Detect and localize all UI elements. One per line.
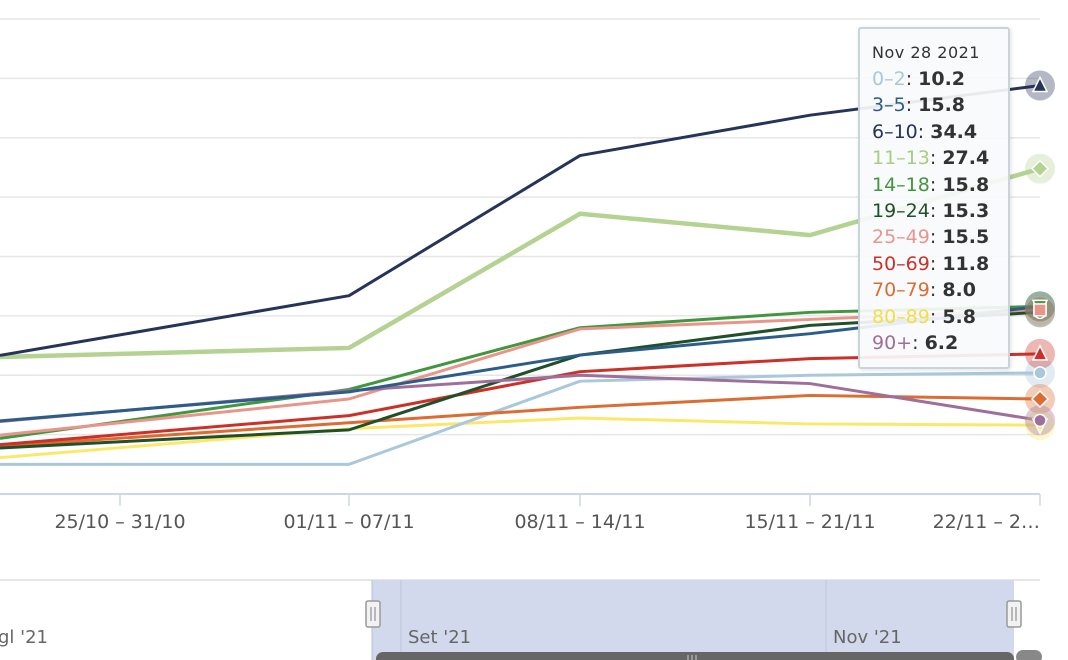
x-tick-label: 01/11 – 07/11 xyxy=(283,511,414,533)
series-line-80–89[interactable] xyxy=(0,416,1041,460)
tooltip-series-label: 0–2 xyxy=(872,68,906,90)
point-marker-0–2[interactable] xyxy=(1033,366,1047,380)
tooltip-series-label: 70–79 xyxy=(872,279,930,302)
tooltip-series-value: 34.4 xyxy=(930,120,978,143)
tooltip-row: 3–5: 15.8 xyxy=(872,94,966,117)
tooltip-series-value: 10.2 xyxy=(918,68,966,90)
navigator-selected-range[interactable] xyxy=(372,580,1014,660)
tooltip-series-label: 25–49 xyxy=(872,226,930,249)
point-marker-6–10[interactable] xyxy=(1031,75,1049,93)
tooltip-series-label: 90+ xyxy=(872,332,913,355)
tooltip-row: 90+: 6.2 xyxy=(872,332,959,355)
series-line-25–49[interactable] xyxy=(0,308,1041,437)
tooltip-row: 70–79: 8.0 xyxy=(872,279,976,302)
tooltip-series-label: 50–69 xyxy=(872,252,930,275)
x-axis-ticks: 25/10 – 31/10 01/11 – 07/11 08/11 – 14/11 1… xyxy=(54,494,1041,533)
series-line-0–2[interactable] xyxy=(0,371,1041,466)
tooltip-row: 19–24: 15.3 xyxy=(872,200,990,223)
scrollbar-right-button[interactable] xyxy=(1016,650,1042,660)
navigator-left-handle[interactable] xyxy=(365,600,381,628)
tooltip-row: 14–18: 15.8 xyxy=(872,173,990,196)
tooltip-series-label: 3–5 xyxy=(872,94,906,117)
tooltip-date: Nov 28 2021 xyxy=(872,43,980,62)
scrollbar-thumb[interactable] xyxy=(376,652,1014,660)
tooltip-series-value: 15.3 xyxy=(942,200,990,223)
tooltip-series-value: 6.2 xyxy=(924,332,959,355)
point-marker-50–69[interactable] xyxy=(1031,344,1049,361)
navigator[interactable]: gl '21 Set '21 Nov '21 xyxy=(0,579,1042,660)
point-marker-11–13[interactable] xyxy=(1030,159,1050,178)
x-tick-label: 22/11 – 2… xyxy=(933,511,1040,533)
series-markers xyxy=(1025,70,1055,441)
navigator-right-handle[interactable] xyxy=(1006,600,1022,628)
tooltip: Nov 28 2021 0–2: 10.2 3–5: 15.8 6–10: 34.4… xyxy=(858,27,1010,369)
gridlines xyxy=(0,18,1040,436)
x-tick-label: 15/11 – 21/11 xyxy=(744,511,875,533)
tooltip-series-value: 15.5 xyxy=(942,226,990,249)
tooltip-series-label: 6–10 xyxy=(872,120,918,143)
tooltip-series-label: 80–89 xyxy=(872,305,930,328)
tooltip-row: 25–49: 15.5 xyxy=(872,226,990,249)
tooltip-row: 80–89: 5.8 xyxy=(872,305,976,328)
tooltip-rows: 0–2: 10.2 3–5: 15.8 6–10: 34.4 11–13: 27.4 1… xyxy=(872,66,1008,356)
series-line-6–10[interactable] xyxy=(0,84,1041,357)
tooltip-series-value: 15.8 xyxy=(942,173,990,196)
tooltip-series-value: 5.8 xyxy=(942,305,976,328)
point-marker-90+[interactable] xyxy=(1033,413,1047,428)
tooltip-series-label: 19–24 xyxy=(872,200,930,223)
tooltip-row: 11–13: 27.4 xyxy=(872,147,990,170)
x-tick-label: 08/11 – 14/11 xyxy=(514,511,645,533)
navigator-label: Set '21 xyxy=(408,627,471,648)
tooltip-series-label: 14–18 xyxy=(872,173,930,196)
tooltip-row: 50–69: 11.8 xyxy=(872,252,990,275)
series-line-11–13[interactable] xyxy=(0,166,1041,360)
tooltip-row: 0–2: 10.2 xyxy=(872,68,966,90)
navigator-label: Nov '21 xyxy=(833,627,902,648)
series-line-70–79[interactable] xyxy=(0,393,1041,448)
tooltip-row: 6–10: 34.4 xyxy=(872,120,978,143)
series-line-19–24[interactable] xyxy=(0,310,1041,450)
tooltip-series-label: 11–13 xyxy=(872,147,930,170)
tooltip-series-value: 15.8 xyxy=(918,94,966,117)
series-line-3–5[interactable] xyxy=(0,304,1041,423)
point-marker-25–49[interactable] xyxy=(1033,303,1047,317)
scrollbar-grip-icon xyxy=(687,655,697,660)
point-marker-70–79[interactable] xyxy=(1030,389,1050,409)
tooltip-series-value: 8.0 xyxy=(942,279,976,302)
navigator-label: gl '21 xyxy=(0,627,48,648)
tooltip-series-value: 27.4 xyxy=(942,147,990,170)
x-tick-label: 25/10 – 31/10 xyxy=(54,511,185,533)
tooltip-series-value: 11.8 xyxy=(942,252,990,275)
series-lines xyxy=(0,84,1041,466)
